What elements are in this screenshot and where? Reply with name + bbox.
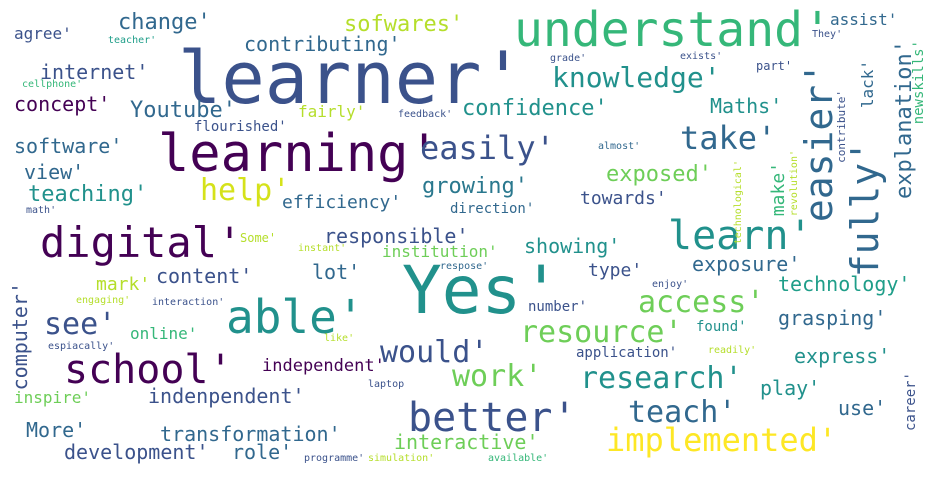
word-work: work' [452, 359, 543, 394]
word-learner: learner' [178, 36, 525, 120]
word-simulation: available' [488, 453, 549, 464]
word-growing: growing' [422, 174, 528, 199]
word-concept: concept' [14, 92, 111, 116]
word-revolution: technological' [733, 160, 744, 245]
word-instant: respose' [440, 261, 489, 272]
word-mark: mark' [96, 274, 151, 295]
word-showing: showing' [524, 234, 621, 258]
word-career: career' [903, 372, 919, 432]
word-part: part' [756, 59, 793, 73]
word-access: access' [638, 285, 765, 320]
word-programme: simulation' [368, 453, 435, 464]
word-software: software' [14, 134, 123, 158]
word-learning: learning' [158, 124, 440, 184]
word-they: They' [812, 29, 843, 40]
word-engaging: interaction' [152, 297, 225, 308]
word-indenpendent: indenpendent' [148, 384, 305, 408]
word-institution: institution' [382, 242, 498, 261]
word-grade: grade' [550, 53, 587, 64]
word-teaching: teaching' [28, 182, 148, 207]
word-enjoy: like' [324, 333, 355, 344]
word-role: role' [232, 440, 293, 464]
word-teach: teach' [628, 395, 737, 430]
word-technology: technology' [778, 272, 911, 296]
word-like: espiacally' [48, 341, 115, 352]
word-interaction: enjoy' [652, 279, 689, 290]
word-towards: towards' [580, 188, 667, 209]
word-implemented: implemented' [606, 421, 838, 459]
word-exposure: exposure' [692, 252, 801, 276]
word-confidence: confidence' [462, 96, 608, 121]
word-teacher: teacher' [108, 35, 157, 46]
word-subject: revolution' [789, 150, 800, 217]
word-more: More' [26, 418, 87, 442]
word-contribute: contribute' [835, 90, 848, 163]
word-fully: fully' [843, 140, 887, 278]
word-would: would' [380, 335, 489, 370]
word-assist: assist' [830, 10, 898, 29]
word-make: make' [768, 162, 789, 217]
word-agree: agree' [14, 24, 72, 43]
word-transformation: transformation' [160, 422, 341, 446]
word-better: better' [408, 395, 577, 441]
word-found: found' [696, 319, 747, 335]
word-research: research' [580, 361, 743, 396]
word-lot: lot' [312, 260, 361, 284]
word-help: help' [200, 173, 291, 208]
word-understand: understand' [514, 2, 832, 58]
word-number: number' [528, 299, 588, 315]
word-able: able' [226, 290, 365, 344]
word-some: Some' [240, 231, 277, 245]
word-math: instant' [298, 243, 347, 254]
word-contributing: contributing' [244, 32, 401, 56]
word-direction: direction' [450, 201, 535, 217]
word-easily: easily' [420, 129, 555, 167]
word-readily: laptop [368, 379, 405, 390]
word-cellphone: cellphone' [22, 79, 83, 90]
word-independent: independent' [262, 356, 385, 376]
word-easier: easier' [797, 62, 841, 223]
word-yes: Yes' [402, 252, 561, 329]
word-resource: resource' [520, 315, 683, 350]
word-computer: computer' [8, 282, 32, 391]
word-exists: exists' [680, 51, 723, 62]
word-lack: lack' [858, 60, 877, 109]
word-responsible: responsible' [324, 224, 469, 248]
word-content: content' [156, 264, 253, 288]
word-knowledge: knowledge' [552, 61, 721, 94]
word-use: use' [838, 396, 887, 420]
word-application: application' [576, 345, 678, 361]
word-express: express' [794, 344, 891, 368]
word-youtube: Youtube' [130, 98, 236, 123]
word-flourished: flourished' [194, 119, 287, 135]
word-espiacally: readily' [708, 345, 757, 356]
word-see: see' [44, 307, 117, 342]
word-grasping: grasping' [778, 306, 887, 330]
word-efficiency: efficiency' [282, 192, 402, 213]
word-respose: engaging' [76, 295, 131, 306]
word-almost: almost' [598, 141, 641, 152]
word-online: online' [130, 324, 198, 343]
word-technological: math' [26, 205, 57, 216]
word-play: play' [760, 376, 821, 400]
word-interactive: interactive' [394, 430, 539, 454]
word-sofwares: sofwares' [344, 12, 464, 37]
word-type: type' [588, 260, 643, 281]
word-fairly: fairly' [298, 102, 366, 121]
word-maths: Maths' [710, 94, 783, 118]
word-learn: learn' [668, 213, 813, 259]
word-feedback: feedback' [398, 109, 453, 120]
word-newskills: newskills' [911, 40, 927, 125]
word-school: school' [64, 347, 233, 393]
word-digital: digital' [40, 218, 243, 267]
word-development: development' [64, 440, 209, 464]
word-laptop: programme' [304, 453, 365, 464]
word-take: take' [680, 119, 777, 157]
word-view: view' [24, 160, 85, 184]
word-change: change' [118, 10, 211, 35]
word-exposed: exposed' [606, 162, 712, 187]
word-inspire: inspire' [14, 388, 92, 407]
word-internet: internet' [40, 60, 149, 84]
